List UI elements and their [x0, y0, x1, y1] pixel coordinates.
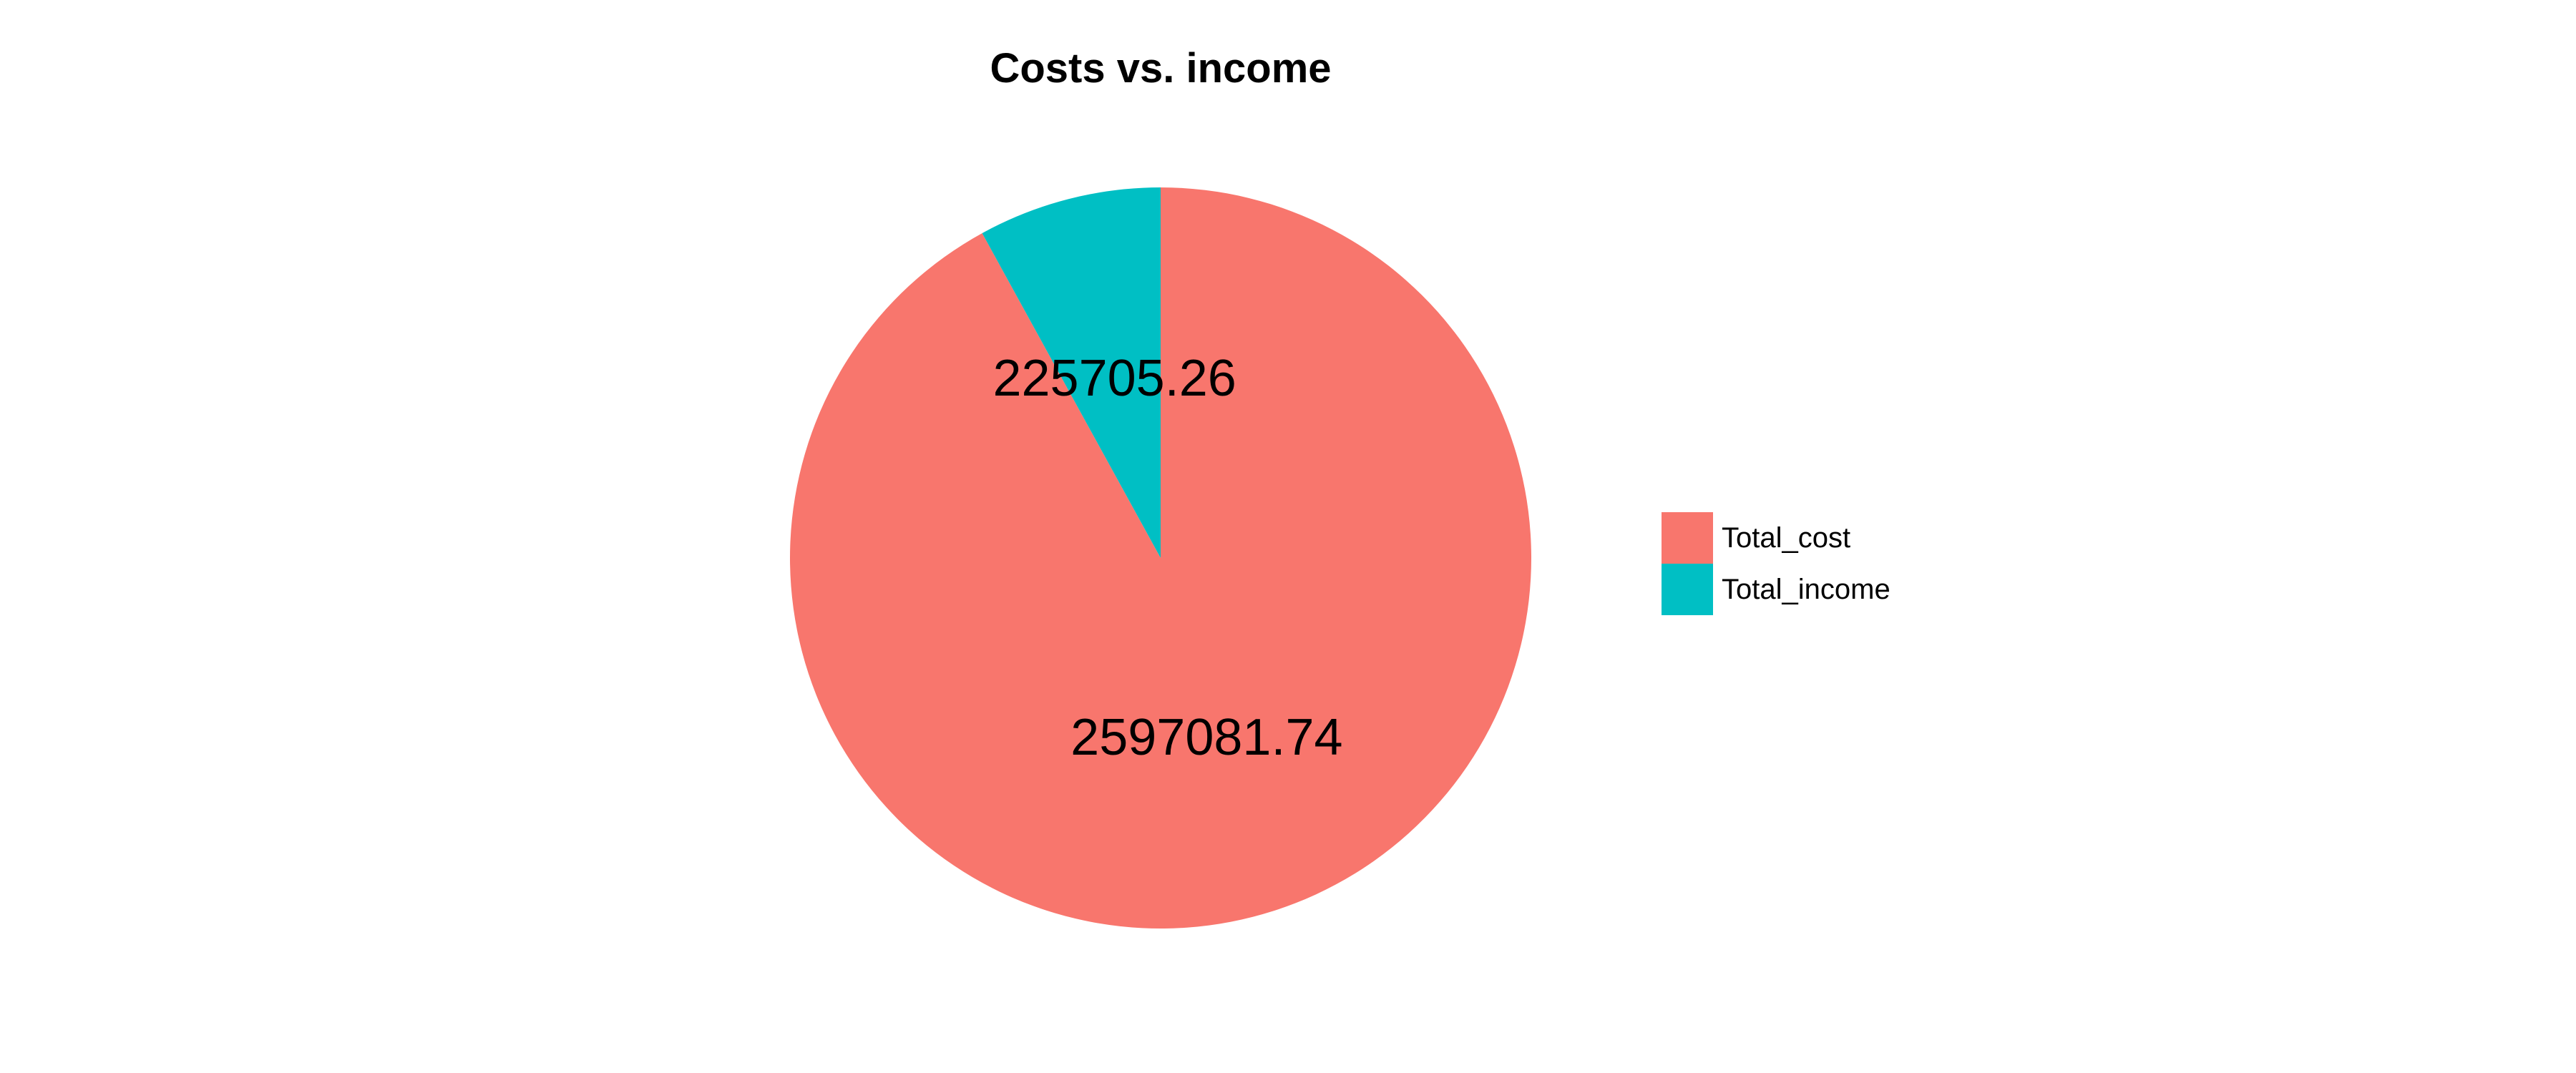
legend-key-total-income — [1662, 564, 1713, 615]
pie-slice-total-cost — [790, 187, 1531, 929]
slice-value-label: 225705.26 — [992, 350, 1236, 407]
chart-title: Costs vs. income — [990, 45, 1331, 92]
pie-slice-labels: 2597081.74 225705.26 — [992, 350, 1342, 766]
pie-slice-total-income — [982, 187, 1161, 558]
legend-key-total-cost — [1662, 512, 1713, 564]
legend: Total_cost Total_income — [1662, 512, 1890, 615]
legend-label: Total_cost — [1722, 522, 1850, 554]
legend-label: Total_income — [1722, 574, 1890, 605]
slice-value-label: 2597081.74 — [1070, 709, 1342, 766]
pie-slices — [790, 187, 1531, 929]
